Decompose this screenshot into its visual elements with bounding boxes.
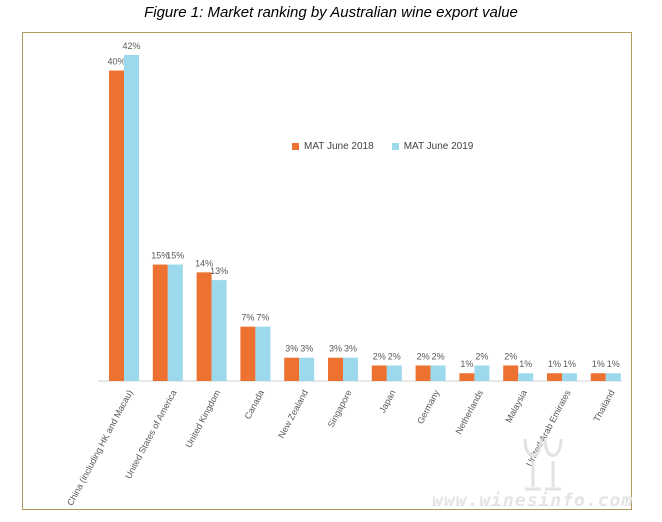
legend-item-2019: MAT June 2019: [391, 141, 474, 152]
category-label-0: China (including HK and Macau): [65, 388, 135, 507]
bar-2019-9: [518, 373, 534, 381]
watermark-text: www.winesinfo.com: [432, 490, 634, 511]
data-label-2019-4: 3%: [300, 344, 313, 354]
category-label-8: Netherlands: [454, 388, 486, 436]
data-label-2018-4: 3%: [285, 344, 298, 354]
bar-2018-4: [284, 357, 300, 381]
bar-2018-5: [328, 357, 343, 381]
bar-2018-0: [109, 70, 124, 382]
data-label-2019-7: 2%: [432, 351, 445, 361]
category-label-1: United States of America: [123, 388, 178, 480]
data-label-2019-10: 1%: [563, 359, 576, 369]
bar-2019-10: [562, 373, 577, 381]
data-label-2019-8: 2%: [475, 351, 488, 361]
category-label-11: Thailand: [592, 388, 617, 423]
data-label-2018-8: 1%: [460, 359, 473, 369]
data-label-2019-2: 13%: [210, 266, 228, 276]
data-label-2018-0: 40%: [107, 57, 125, 67]
bar-2018-10: [547, 373, 562, 381]
data-label-2019-6: 2%: [388, 351, 401, 361]
data-label-2018-10: 1%: [548, 359, 561, 369]
bar-2018-8: [459, 373, 475, 381]
watermark-logo-icon: [523, 438, 563, 491]
category-label-7: Germany: [415, 388, 441, 426]
data-label-2019-9: 1%: [519, 359, 532, 369]
data-label-2018-2: 14%: [195, 258, 213, 268]
category-label-2: United Kingdom: [183, 388, 222, 449]
data-label-2019-11: 1%: [607, 359, 620, 369]
bar-2019-7: [430, 365, 446, 381]
page-title: Figure 1: Market ranking by Australian w…: [144, 4, 518, 21]
legend-label-2019: MAT June 2019: [403, 141, 474, 152]
data-label-2018-11: 1%: [592, 359, 605, 369]
legend-swatch-2019: [391, 143, 399, 150]
legend-swatch-2018: [292, 143, 299, 150]
category-label-4: New Zealand: [276, 388, 310, 440]
legend-item-2018: MAT June 2018: [292, 141, 374, 152]
bar-2019-3: [255, 326, 271, 381]
category-label-3: Canada: [243, 388, 267, 421]
bar-2018-7: [415, 365, 431, 381]
category-label-6: Japan: [377, 388, 397, 414]
data-label-2018-1: 15%: [151, 251, 169, 261]
data-label-2019-5: 3%: [344, 344, 357, 354]
bar-2018-1: [152, 264, 168, 381]
data-label-2018-7: 2%: [417, 351, 430, 361]
bar-2018-2: [196, 272, 212, 381]
bar-2019-8: [474, 365, 490, 381]
category-label-5: Singapore: [326, 388, 354, 429]
chart-legend: MAT June 2018 MAT June 2019: [292, 141, 473, 152]
data-label-2018-5: 3%: [329, 344, 342, 354]
bar-2019-2: [211, 280, 227, 381]
bar-2019-0: [124, 55, 139, 381]
bar-2019-1: [167, 264, 183, 381]
chart-frame: [22, 32, 632, 510]
bar-2018-6: [371, 365, 387, 381]
bar-2019-5: [343, 357, 358, 381]
data-label-2018-3: 7%: [241, 313, 254, 323]
data-label-2018-9: 2%: [504, 351, 517, 361]
data-label-2019-1: 15%: [166, 251, 184, 261]
data-label-2019-3: 7%: [256, 313, 269, 323]
bar-2019-6: [386, 365, 402, 381]
bar-2018-11: [590, 373, 606, 381]
bar-2019-11: [605, 373, 621, 381]
bar-2019-4: [299, 357, 315, 381]
bar-2018-3: [240, 326, 256, 381]
bar-2018-9: [503, 365, 519, 381]
data-label-2019-0: 42%: [122, 41, 140, 51]
legend-label-2018: MAT June 2018: [304, 141, 374, 152]
data-label-2018-6: 2%: [373, 351, 386, 361]
category-label-9: Malaysia: [503, 388, 529, 424]
